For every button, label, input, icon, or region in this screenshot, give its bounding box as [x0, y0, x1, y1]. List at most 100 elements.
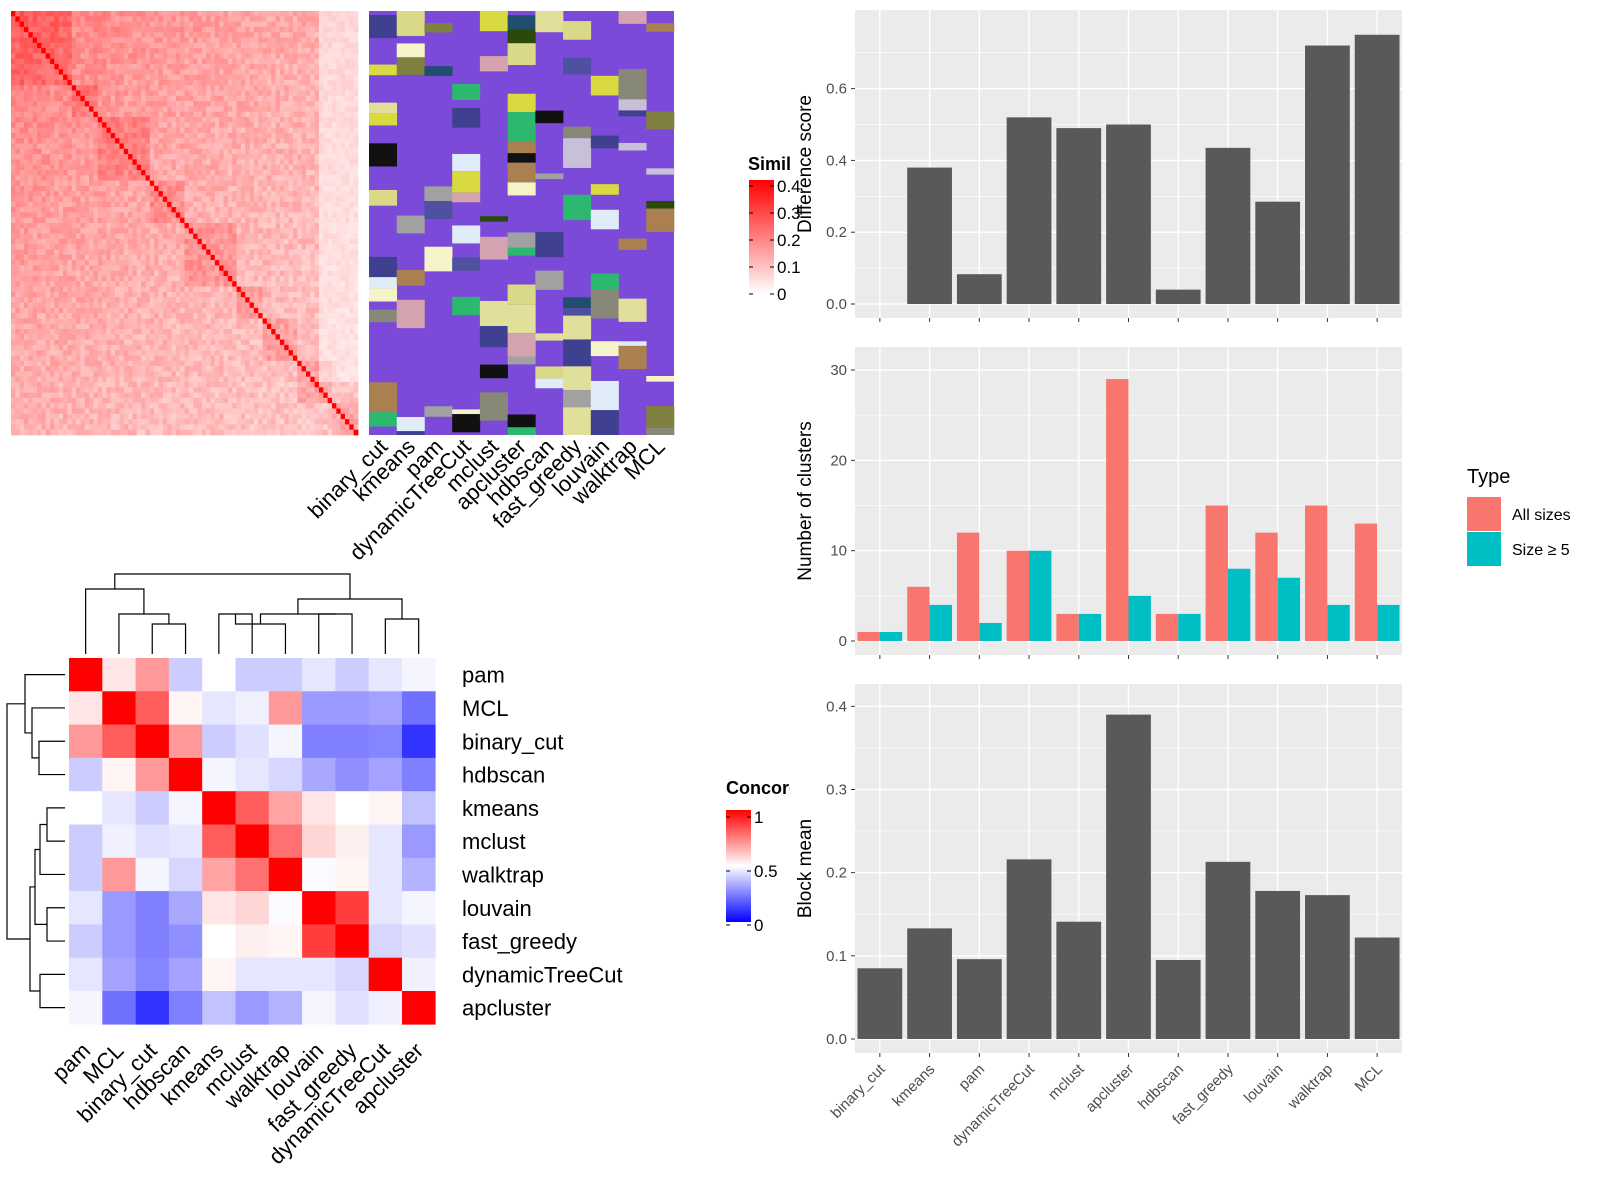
- similarity-cell: [171, 339, 177, 346]
- similarity-cell: [19, 260, 25, 266]
- similarity-cell: [245, 143, 250, 150]
- similarity-cell: [41, 26, 47, 33]
- similarity-cell: [201, 64, 207, 70]
- similarity-cell: [349, 302, 355, 309]
- similarity-cell: [141, 164, 146, 171]
- similarity-cell: [275, 217, 281, 224]
- similarity-cell: [318, 175, 324, 181]
- similarity-cell: [11, 207, 16, 213]
- similarity-cell: [288, 276, 294, 282]
- similarity-cell: [128, 117, 133, 123]
- similarity-cell: [349, 297, 355, 303]
- similarity-cell: [132, 170, 138, 176]
- similarity-cell: [119, 21, 125, 28]
- similarity-cell: [288, 217, 294, 224]
- similarity-cell: [162, 32, 168, 38]
- similarity-cell: [249, 276, 255, 282]
- similarity-cell: [275, 212, 281, 219]
- similarity-cell: [249, 26, 255, 33]
- similarity-cell: [63, 302, 68, 309]
- similarity-cell: [32, 48, 38, 54]
- similarity-cell: [236, 111, 242, 118]
- similarity-cell: [54, 11, 60, 17]
- similarity-cell: [214, 32, 220, 38]
- similarity-cell: [288, 302, 294, 309]
- similarity-cell: [201, 106, 207, 113]
- similarity-cell: [327, 48, 333, 54]
- similarity-cell: [162, 148, 168, 155]
- similarity-cell: [58, 212, 64, 219]
- similarity-cell: [97, 159, 103, 166]
- similarity-cell: [193, 329, 198, 335]
- similarity-cell: [128, 238, 133, 245]
- similarity-cell: [219, 196, 224, 203]
- similarity-cell: [136, 64, 142, 70]
- similarity-cell: [353, 132, 359, 139]
- similarity-cell: [50, 132, 55, 139]
- similarity-cell: [54, 260, 60, 266]
- similarity-cell: [327, 191, 333, 197]
- similarity-cell: [275, 238, 281, 245]
- similarity-cell: [245, 238, 250, 245]
- similarity-cell: [45, 26, 51, 33]
- similarity-cell: [63, 101, 68, 107]
- similarity-cell: [275, 228, 281, 234]
- similarity-cell: [76, 329, 81, 335]
- similarity-cell: [171, 297, 177, 303]
- similarity-cell: [275, 329, 281, 335]
- similarity-cell: [102, 313, 107, 319]
- similarity-cell: [76, 249, 81, 256]
- similarity-cell: [24, 32, 29, 38]
- similarity-cell: [188, 170, 194, 176]
- similarity-cell: [15, 233, 21, 240]
- similarity-cell: [171, 122, 177, 128]
- similarity-cell: [37, 297, 42, 303]
- similarity-cell: [188, 64, 194, 70]
- similarity-cell: [141, 217, 146, 224]
- similarity-cell: [41, 175, 47, 181]
- similarity-cell: [19, 101, 25, 107]
- similarity-cell: [37, 32, 42, 38]
- similarity-cell: [310, 85, 316, 91]
- similarity-cell: [253, 101, 259, 107]
- similarity-cell: [349, 276, 355, 282]
- similarity-cell: [193, 132, 198, 139]
- similarity-cell: [279, 53, 285, 60]
- similarity-cell: [11, 323, 16, 330]
- similarity-cell: [15, 313, 21, 319]
- similarity-cell: [84, 334, 90, 340]
- similarity-cell: [245, 228, 250, 234]
- similarity-cell: [15, 244, 21, 250]
- similarity-cell: [50, 106, 55, 113]
- similarity-cell: [258, 249, 263, 256]
- similarity-cell: [93, 85, 99, 91]
- similarity-cell: [210, 286, 216, 293]
- similarity-cell: [136, 106, 142, 113]
- similarity-cell: [227, 313, 233, 319]
- similarity-cell: [327, 286, 333, 293]
- similarity-cell: [197, 164, 203, 171]
- similarity-cell: [353, 90, 359, 97]
- similarity-cell: [214, 64, 220, 70]
- similarity-cell: [323, 318, 329, 325]
- similarity-cell: [336, 138, 342, 144]
- similarity-cell: [227, 286, 233, 293]
- similarity-cell: [106, 117, 112, 123]
- similarity-cell: [19, 307, 25, 314]
- similarity-cell: [50, 291, 55, 298]
- similarity-cell: [279, 318, 285, 325]
- similarity-cell: [331, 201, 337, 208]
- similarity-cell: [11, 302, 16, 309]
- similarity-cell: [266, 318, 272, 325]
- similarity-cell: [262, 64, 268, 70]
- similarity-cell: [128, 159, 133, 166]
- similarity-cell: [110, 323, 116, 330]
- similarity-cell: [279, 185, 285, 192]
- similarity-cell: [97, 85, 103, 91]
- similarity-cell: [262, 164, 268, 171]
- similarity-cell: [279, 302, 285, 309]
- similarity-cell: [162, 297, 168, 303]
- similarity-cell: [58, 265, 64, 272]
- similarity-cell: [19, 79, 25, 86]
- similarity-cell: [50, 175, 55, 181]
